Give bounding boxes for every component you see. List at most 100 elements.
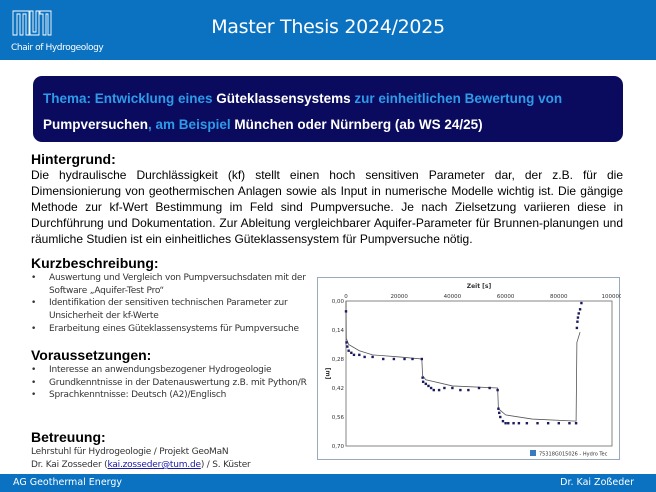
- observed-point: [443, 386, 446, 390]
- observed-point: [504, 422, 507, 425]
- observed-point: [499, 415, 502, 419]
- observed-point: [574, 422, 578, 425]
- section-heading: Voraussetzungen:: [31, 347, 152, 363]
- x-tick-label: 20000: [390, 294, 408, 300]
- observed-point: [345, 341, 348, 344]
- observed-point: [437, 388, 441, 392]
- observed-point: [363, 355, 366, 359]
- legend-icon: [530, 450, 536, 456]
- topic-part: Güteklassensystems: [216, 91, 351, 106]
- observed-point: [578, 308, 582, 311]
- observed-point: [382, 357, 385, 361]
- observed-point: [512, 422, 515, 425]
- supervision-section: Betreuung: Lehrstuhl für Hydrogeologie /…: [31, 430, 251, 472]
- pumping-test-chart: 0 20000 40000 60000 80000 100000 0,00 0,14 0,28 0…: [317, 277, 622, 460]
- section-heading: Betreuung:: [31, 429, 106, 445]
- observed-point: [557, 422, 560, 425]
- observed-point: [371, 355, 374, 359]
- supervisor-name: Dr. Kai Zosseder (: [31, 460, 108, 470]
- topic-part: München oder Nürnberg (ab WS 24/25): [234, 117, 483, 132]
- observed-point: [536, 422, 539, 425]
- x-tick-label: 40000: [444, 294, 462, 300]
- observed-point: [346, 345, 349, 348]
- footer-bar: AG Geothermal Energy Dr. Kai Zoßeder: [0, 474, 656, 492]
- observed-point: [497, 407, 500, 410]
- list-item: Interesse an anwendungsbezogener Hydroge…: [31, 364, 321, 377]
- observed-point: [347, 349, 350, 352]
- observed-point: [576, 316, 580, 319]
- y-tick-label: 0,42: [332, 386, 344, 392]
- tum-logo: [12, 10, 52, 36]
- observed-point: [517, 422, 521, 425]
- requirements-section: Voraussetzungen: Interesse an anwendungs…: [31, 348, 321, 402]
- topic-part: Pumpversuchen: [43, 117, 149, 132]
- topic-part: Thema: Entwicklung eines: [43, 91, 217, 106]
- observed-point: [352, 353, 356, 357]
- observed-point: [498, 411, 501, 415]
- y-tick-label: 0,56: [332, 415, 345, 421]
- observed-point: [507, 422, 510, 425]
- observed-point: [477, 386, 481, 390]
- list-item: Sprachkenntnisse: Deutsch (A2)/Englisch: [31, 389, 321, 402]
- list-item: Erarbeitung eines Güteklassensystems für…: [31, 323, 321, 336]
- footer-left: AG Geothermal Energy: [13, 477, 123, 488]
- list-item: Grundkenntnisse in der Datenauswertung z…: [31, 377, 321, 390]
- email-link[interactable]: kai.zosseder@tum.de: [107, 460, 201, 470]
- footer-right: Dr. Kai Zoßeder: [560, 477, 634, 488]
- y-axis-label: [m]: [324, 368, 331, 380]
- supervisor-name: ) / S. Küster: [200, 460, 251, 470]
- observed-point: [358, 353, 361, 357]
- y-tick-label: 0,28: [332, 357, 345, 363]
- plot-area: [345, 300, 613, 447]
- section-heading: Kurzbeschreibung:: [31, 255, 159, 271]
- legend-label: 75318G015026 - Hydro Tec: [539, 452, 608, 458]
- topic-part: zur einheitlichen Bewertung von: [350, 91, 563, 106]
- y-tick-label: 0,70: [332, 444, 345, 450]
- x-tick-label: 100000: [602, 294, 622, 300]
- chart-svg: 0 20000 40000 60000 80000 100000 0,00 0,14 0,28 0…: [324, 283, 622, 458]
- observed-point: [392, 357, 396, 361]
- observed-point: [451, 386, 454, 390]
- observed-point: [577, 312, 580, 315]
- list-item: Identifikation der sensitiven technische…: [31, 297, 321, 322]
- topic-box: Thema: Entwicklung eines Güteklassensyst…: [33, 76, 623, 142]
- observed-point: [501, 419, 505, 423]
- chair-label: Chair of Hydrogeology: [11, 43, 104, 53]
- observed-point: [488, 386, 491, 390]
- observed-point: [424, 382, 427, 386]
- observed-point: [580, 301, 583, 305]
- y-tick-label: 0,14: [332, 328, 345, 334]
- observed-point: [411, 357, 414, 361]
- observed-point: [575, 326, 579, 330]
- list-item: Auswertung und Vergleich von Pumpversuch…: [31, 272, 321, 297]
- observed-point: [429, 386, 433, 390]
- observed-point: [344, 310, 348, 313]
- observed-point: [421, 380, 425, 383]
- model-line: [345, 300, 581, 422]
- observed-point: [546, 422, 550, 425]
- x-axis-label: Zeit [s]: [467, 283, 492, 290]
- topic-part: , am Beispiel: [148, 117, 235, 132]
- background-text: Die hydraulische Durchlässigkeit (kf) st…: [31, 168, 623, 246]
- y-tick-label: 0,00: [332, 299, 345, 305]
- supervision-line: Lehrstuhl für Hydrogeologie / Projekt Ge…: [31, 447, 229, 457]
- x-tick-label: 80000: [550, 294, 568, 300]
- observed-point: [576, 320, 579, 323]
- background-section: Hintergrund: Die hydraulische Durchlässi…: [31, 152, 623, 247]
- observed-point: [568, 422, 571, 425]
- supervision-line: Dr. Kai Zosseder (kai.zosseder@tum.de) /…: [31, 459, 251, 472]
- observed-point: [525, 422, 529, 425]
- observed-point: [432, 388, 435, 392]
- observed-point: [459, 388, 462, 392]
- observed-point: [467, 388, 470, 392]
- x-tick-label: 60000: [497, 294, 515, 300]
- section-heading: Hintergrund:: [31, 151, 116, 167]
- observed-point: [420, 357, 424, 361]
- observed-point: [427, 384, 430, 388]
- observed-point: [496, 388, 499, 392]
- observed-point: [403, 357, 406, 361]
- x-tick-label: 0: [344, 294, 348, 300]
- description-section: Kurzbeschreibung: Auswertung und Verglei…: [31, 256, 321, 336]
- header-bar: Chair of Hydrogeology Master Thesis 2024…: [0, 0, 656, 60]
- observed-point: [421, 376, 424, 379]
